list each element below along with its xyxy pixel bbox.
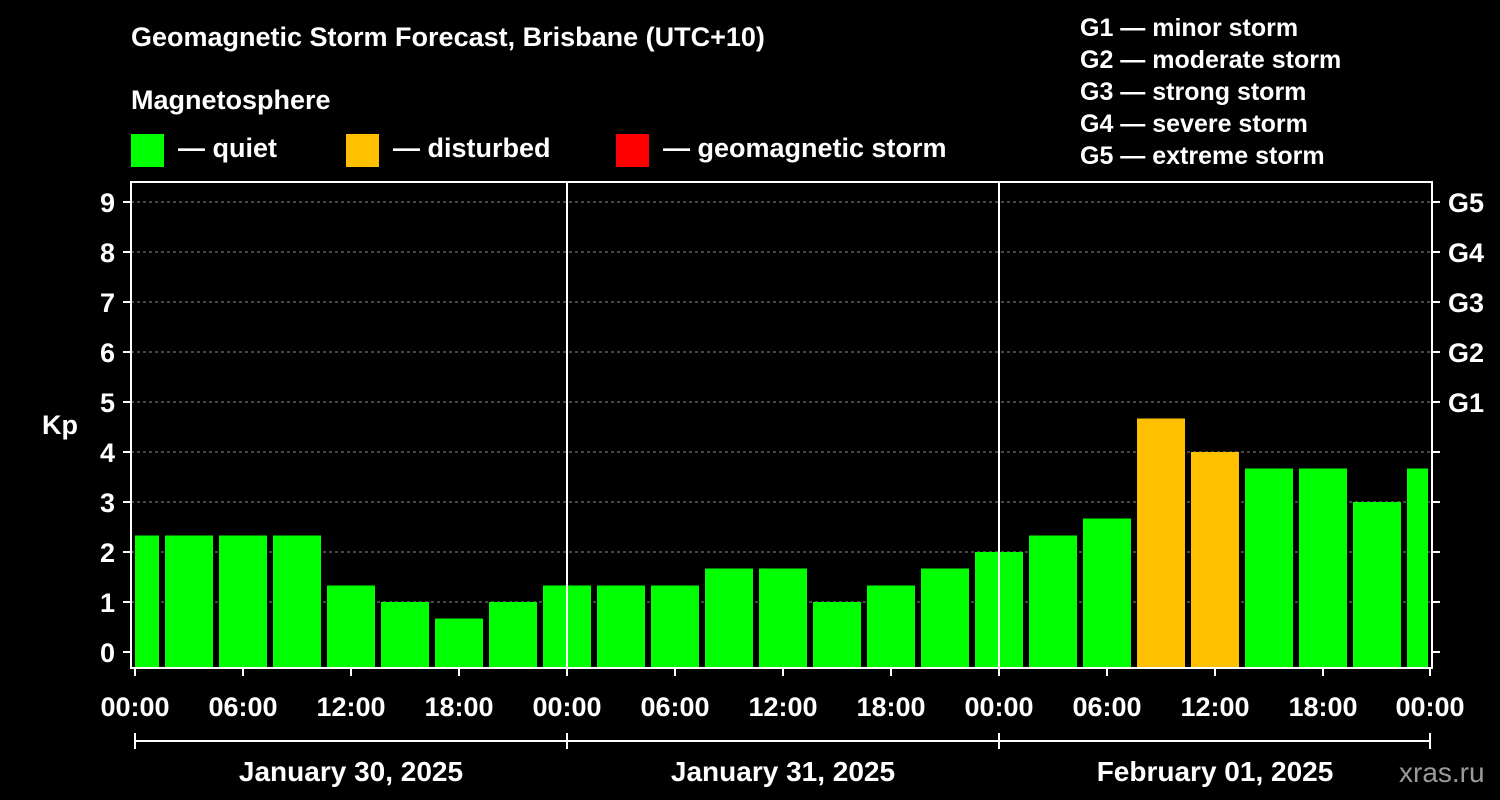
kp-bar	[867, 585, 915, 668]
y-axis-label: Kp	[42, 410, 78, 440]
day-label: February 01, 2025	[1097, 756, 1334, 787]
kp-bar	[705, 568, 753, 668]
y-tick-label: 9	[100, 188, 115, 218]
kp-bar	[1353, 502, 1401, 668]
storm-level-g4: G4 — severe storm	[1080, 110, 1308, 138]
kp-bar	[1407, 468, 1428, 668]
kp-bar	[219, 535, 267, 668]
kp-bar	[759, 568, 807, 668]
x-tick-label: 18:00	[856, 692, 925, 722]
kp-bar	[1299, 468, 1347, 668]
kp-bar	[651, 585, 699, 668]
kp-bar	[1083, 518, 1131, 668]
kp-bar	[381, 602, 429, 668]
kp-bar	[135, 535, 159, 668]
x-tick-label: 00:00	[964, 692, 1033, 722]
kp-bar	[165, 535, 213, 668]
x-tick-label: 00:00	[1395, 692, 1464, 722]
legend-heading: Magnetosphere	[131, 85, 331, 115]
x-tick-label: 18:00	[424, 692, 493, 722]
storm-level-g2: G2 — moderate storm	[1080, 46, 1342, 74]
kp-bar	[327, 585, 375, 668]
storm-scale-label: G1	[1448, 388, 1484, 418]
kp-bar	[1137, 418, 1185, 668]
kp-bar	[597, 585, 645, 668]
day-label: January 31, 2025	[671, 756, 895, 787]
storm-level-g5: G5 — extreme storm	[1080, 142, 1325, 170]
y-tick-label: 6	[100, 338, 115, 368]
storm-scale-label: G4	[1448, 238, 1484, 268]
legend-label-storm: — geomagnetic storm	[663, 133, 947, 163]
plot-frame	[130, 181, 1433, 669]
x-tick-label: 18:00	[1288, 692, 1357, 722]
legend-label-quiet: — quiet	[178, 133, 277, 163]
storm-level-g3: G3 — strong storm	[1080, 78, 1307, 106]
y-tick-label: 7	[100, 288, 115, 318]
x-tick-label: 06:00	[640, 692, 709, 722]
x-tick-label: 12:00	[1180, 692, 1249, 722]
kp-bar	[921, 568, 969, 668]
y-tick-label: 1	[100, 588, 115, 618]
y-tick-label: 8	[100, 238, 115, 268]
y-tick-label: 0	[100, 638, 115, 668]
storm-scale-label: G2	[1448, 338, 1484, 368]
watermark: xras.ru	[1399, 757, 1485, 788]
y-tick-label: 3	[100, 488, 115, 518]
storm-scale-label: G3	[1448, 288, 1484, 318]
kp-bar	[1191, 452, 1239, 668]
x-tick-label: 00:00	[100, 692, 169, 722]
y-tick-label: 5	[100, 388, 115, 418]
chart-title: Geomagnetic Storm Forecast, Brisbane (UT…	[131, 22, 765, 52]
x-tick-label: 12:00	[316, 692, 385, 722]
storm-scale-label: G5	[1448, 188, 1484, 218]
kp-bar	[1245, 468, 1293, 668]
y-tick-label: 4	[100, 438, 115, 468]
y-tick-label: 2	[100, 538, 115, 568]
legend-label-disturbed: — disturbed	[393, 133, 551, 163]
kp-bar	[489, 602, 537, 668]
kp-bar	[1029, 535, 1077, 668]
x-tick-label: 06:00	[208, 692, 277, 722]
storm-level-g1: G1 — minor storm	[1080, 14, 1299, 42]
kp-bar	[435, 618, 483, 668]
legend-swatch-storm	[616, 134, 649, 167]
kp-bar	[273, 535, 321, 668]
x-tick-label: 12:00	[748, 692, 817, 722]
day-label: January 30, 2025	[239, 756, 463, 787]
legend-swatch-disturbed	[346, 134, 379, 167]
legend-swatch-quiet	[131, 134, 164, 167]
x-tick-label: 06:00	[1072, 692, 1141, 722]
kp-bar	[813, 602, 861, 668]
x-tick-label: 00:00	[532, 692, 601, 722]
